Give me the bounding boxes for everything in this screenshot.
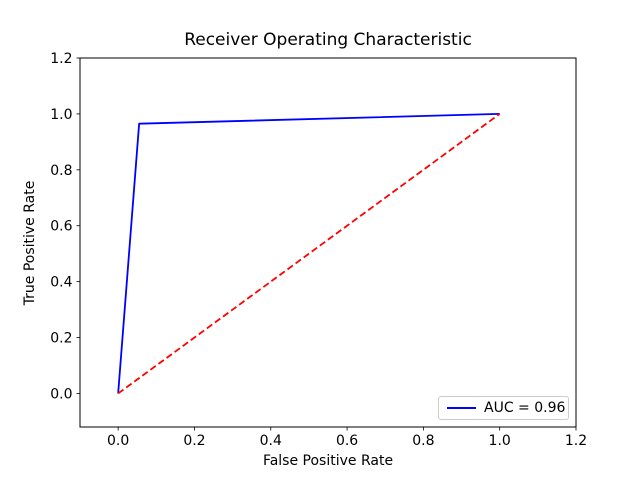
x-tick-label: 0.0	[107, 433, 129, 449]
axes-frame	[79, 57, 577, 428]
x-tick-label: 0.2	[183, 433, 205, 449]
chance-diagonal-line	[117, 113, 501, 395]
y-tick-label: 0.2	[50, 331, 72, 347]
y-tick-label: 0.4	[50, 275, 72, 291]
legend: AUC = 0.96	[438, 396, 569, 420]
y-tick-label: 1.2	[50, 51, 72, 67]
legend-label: AUC = 0.96	[484, 400, 566, 416]
x-tick-label: 0.4	[260, 433, 282, 449]
y-tick-label: 1.0	[50, 107, 72, 123]
y-tick-label: 0.6	[50, 219, 72, 235]
x-tick-label: 0.6	[336, 433, 358, 449]
y-tick-label: 0.8	[50, 163, 72, 179]
chart-title: Receiver Operating Characteristic	[184, 30, 472, 50]
x-tick-label: 1.0	[489, 433, 511, 449]
y-axis-label: True Positive Rate	[22, 180, 38, 306]
x-tick-label: 0.8	[412, 433, 434, 449]
legend-line-sample	[447, 407, 476, 409]
y-tick-label: 0.0	[50, 386, 72, 402]
x-axis-label: False Positive Rate	[262, 453, 394, 469]
roc-curve-line	[117, 113, 500, 394]
x-tick-label: 1.2	[565, 433, 587, 449]
